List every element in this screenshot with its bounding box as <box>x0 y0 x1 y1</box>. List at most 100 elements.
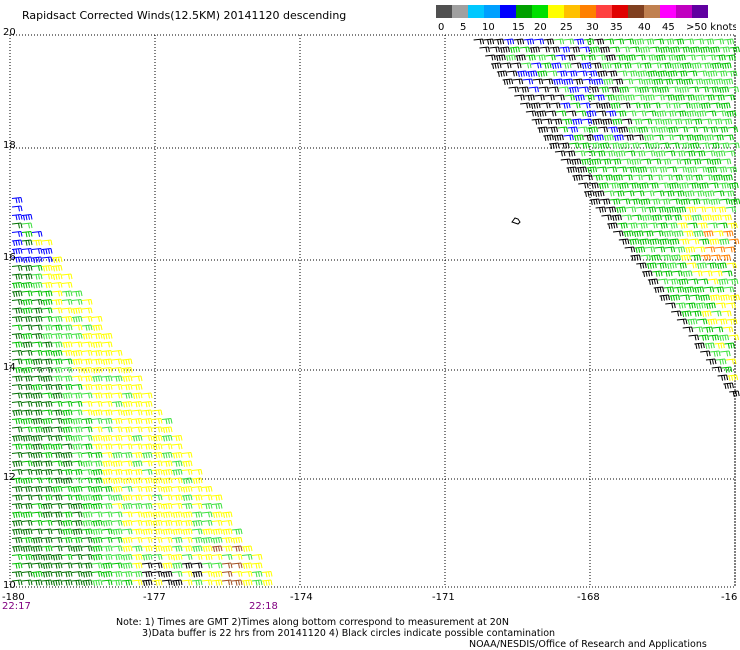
wind-barb <box>211 545 223 552</box>
wind-barb <box>665 110 677 117</box>
wind-barb <box>530 102 541 109</box>
wind-barb <box>621 118 633 125</box>
wind-barb <box>542 78 554 85</box>
wind-barb <box>21 469 33 475</box>
wind-barb <box>637 222 648 229</box>
wind-barb <box>638 182 649 189</box>
wind-barb <box>111 528 123 535</box>
wind-barb <box>500 62 512 69</box>
wind-barb <box>11 324 23 331</box>
wind-barb <box>91 562 103 569</box>
wind-barb <box>221 571 233 577</box>
wind-barb <box>191 503 203 509</box>
wind-barb <box>599 198 611 205</box>
wind-barb <box>151 537 163 543</box>
wind-barb <box>91 324 103 331</box>
wind-barb <box>191 537 203 544</box>
wind-barb <box>599 142 610 149</box>
wind-barb <box>41 384 53 391</box>
wind-barb <box>705 206 717 213</box>
wind-barb <box>629 198 641 205</box>
wind-barb <box>682 270 693 277</box>
wind-barb <box>729 142 740 149</box>
wind-barb <box>151 469 163 476</box>
wind-barb <box>81 426 93 433</box>
wind-barb <box>211 537 223 544</box>
wind-barb <box>141 503 153 510</box>
wind-barb <box>61 333 73 340</box>
wind-barb <box>534 94 545 101</box>
wind-barb <box>685 206 697 213</box>
wind-barb <box>31 375 43 382</box>
wind-barb <box>141 571 153 578</box>
wind-barb <box>61 367 73 373</box>
wind-barb <box>609 198 621 205</box>
wind-barb <box>11 341 23 348</box>
wind-barb <box>31 554 43 561</box>
wind-barb <box>231 528 243 535</box>
wind-barb <box>544 94 555 101</box>
wind-barb <box>211 503 223 510</box>
wind-barb <box>513 38 525 45</box>
wind-barb <box>161 469 173 476</box>
wind-barb <box>726 166 738 173</box>
wind-barb <box>641 118 653 125</box>
wind-barb <box>719 142 730 149</box>
wind-barb <box>151 545 163 552</box>
wind-barb <box>716 262 727 269</box>
wind-barb <box>141 469 153 475</box>
wind-barb <box>696 262 707 269</box>
wind-barb <box>623 190 635 197</box>
wind-barb <box>721 214 732 221</box>
wind-barb <box>553 38 565 45</box>
wind-barb <box>81 537 93 543</box>
wind-barb <box>672 78 684 85</box>
wind-barb <box>683 286 695 293</box>
wind-barb <box>570 62 582 69</box>
wind-barb <box>656 166 668 173</box>
wind-barb <box>141 426 153 433</box>
wind-barb <box>608 86 619 93</box>
wind-barb <box>111 358 123 365</box>
wind-barb <box>161 571 173 578</box>
wind-barb <box>695 110 707 117</box>
wind-barb <box>71 571 83 577</box>
wind-barb <box>581 118 593 125</box>
wind-barb <box>81 554 93 560</box>
wind-barb <box>181 579 193 586</box>
wind-barb <box>652 78 664 85</box>
wind-barb <box>645 206 657 213</box>
wind-barb <box>700 62 712 69</box>
wind-barb <box>667 126 679 133</box>
wind-barb <box>31 316 43 323</box>
wind-barb <box>660 62 672 69</box>
wind-barb <box>702 230 714 237</box>
wind-barb <box>51 409 63 416</box>
wind-barb <box>607 222 618 229</box>
wind-barb <box>722 326 734 333</box>
wind-barb <box>41 426 53 433</box>
wind-barb <box>51 358 63 365</box>
wind-barb <box>642 230 654 237</box>
wind-barb <box>201 494 213 501</box>
wind-barb <box>171 477 183 484</box>
wind-barb <box>171 537 183 544</box>
colorbar-swatch <box>612 5 628 18</box>
wind-barb <box>211 494 223 501</box>
wind-barb <box>121 545 133 552</box>
colorbar-swatch <box>564 5 580 18</box>
wind-barb <box>719 46 730 53</box>
wind-barb <box>556 70 568 77</box>
wind-barb <box>21 460 33 467</box>
wind-barb <box>713 190 725 197</box>
wind-barb <box>201 579 213 586</box>
wind-barb <box>61 290 73 297</box>
wind-barb <box>131 418 143 425</box>
wind-barb <box>705 54 716 61</box>
wind-barb <box>101 562 113 569</box>
wind-barb <box>672 230 684 237</box>
wind-barb <box>151 503 163 509</box>
wind-barb <box>181 571 193 577</box>
colorbar-label: 40 <box>638 22 651 33</box>
wind-barb <box>523 38 535 45</box>
